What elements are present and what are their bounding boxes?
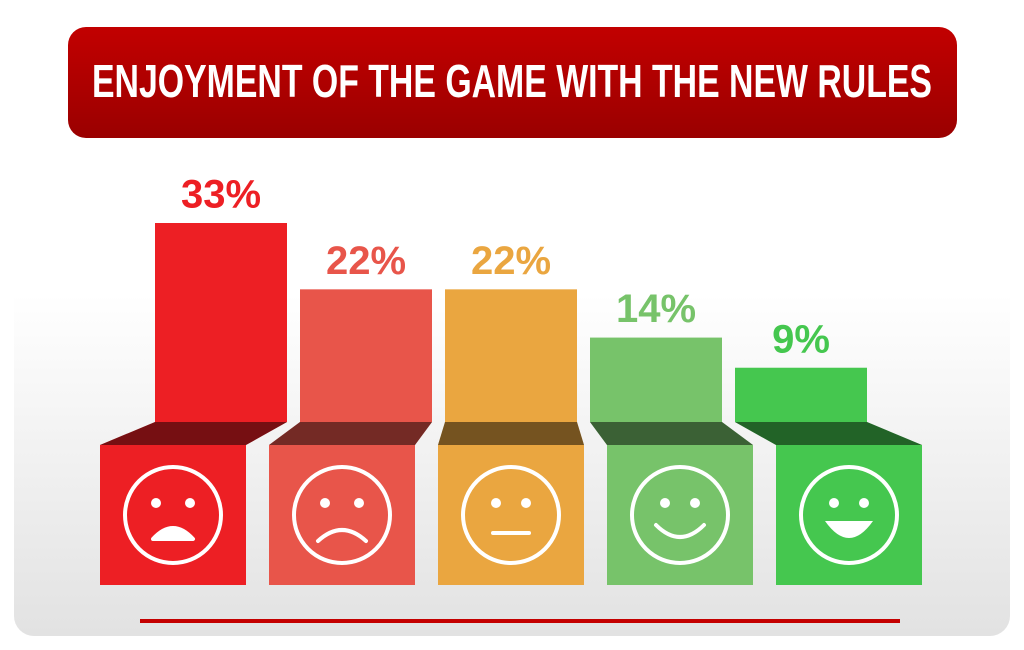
face-eye (491, 498, 501, 508)
face-icon (461, 465, 561, 565)
face-eye (859, 498, 869, 508)
bar-fold-shade (100, 422, 287, 445)
value-label: 14% (616, 287, 696, 331)
value-label: 22% (326, 239, 406, 283)
face-icon (630, 465, 730, 565)
face-eye (151, 498, 161, 508)
bar (735, 367, 867, 422)
bar (300, 289, 432, 422)
face-mouth (316, 528, 368, 543)
title-banner (68, 27, 957, 138)
chart-title: ENJOYMENT OF THE GAME WITH THE NEW RULES (92, 55, 932, 107)
value-label: 22% (471, 239, 551, 283)
bar-fold-shade (438, 422, 584, 445)
face-icon (123, 465, 223, 565)
bar (590, 337, 722, 422)
bar-fold-shade (735, 422, 922, 445)
face-eye (829, 498, 839, 508)
value-label: 33% (181, 173, 261, 217)
value-label: 9% (772, 317, 830, 361)
bar-fold-shade (590, 422, 753, 445)
face-mouth (825, 521, 873, 538)
face-mouth (151, 526, 195, 541)
face-eye (320, 498, 330, 508)
bar (155, 223, 287, 422)
face-icon (799, 465, 899, 565)
face-eye (185, 498, 195, 508)
bar-fold-shade (269, 422, 432, 445)
face-eye (354, 498, 364, 508)
face-mouth (654, 523, 706, 539)
face-eye (660, 498, 670, 508)
face-icon (292, 465, 392, 565)
face-eye (690, 498, 700, 508)
face-eye (521, 498, 531, 508)
bar (445, 289, 577, 422)
